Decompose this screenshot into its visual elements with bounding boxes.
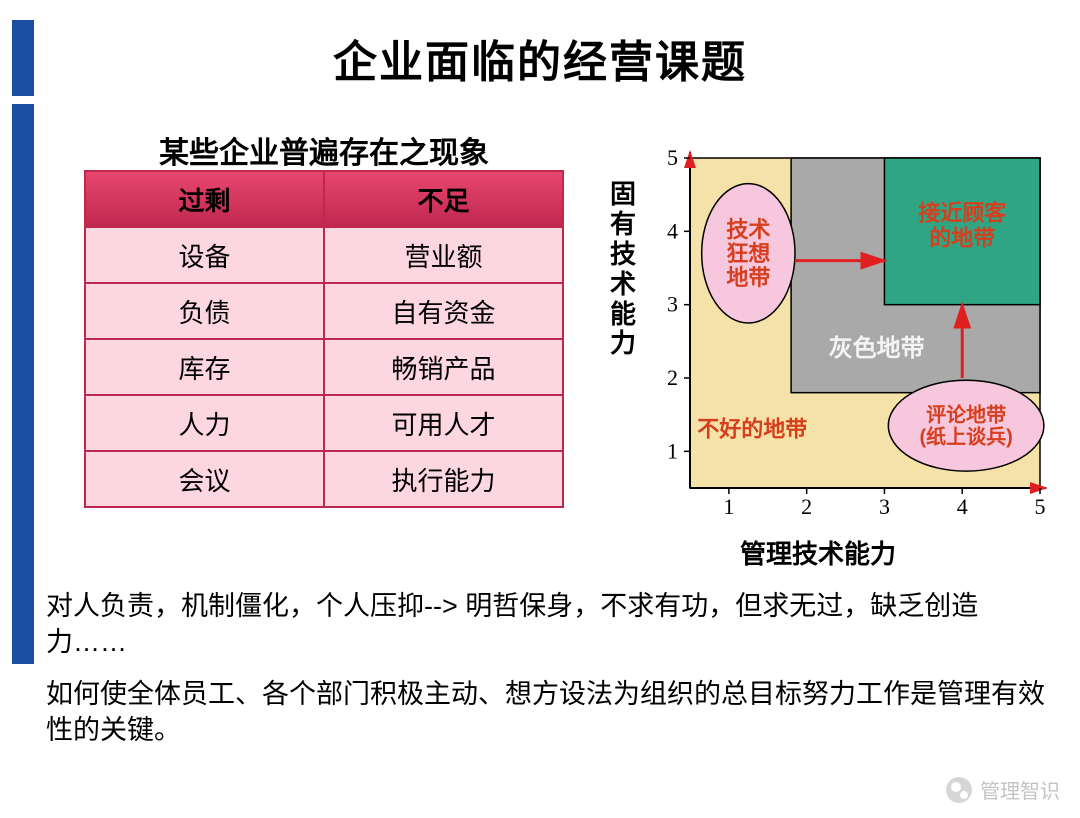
cell: 负债 xyxy=(85,283,324,339)
cell: 畅销产品 xyxy=(324,339,563,395)
svg-text:5: 5 xyxy=(1035,494,1046,519)
svg-text:2: 2 xyxy=(801,494,812,519)
svg-text:不好的地带: 不好的地带 xyxy=(697,417,807,442)
chart-svg: 不好的地带 灰色地带 接近顾客的地带 技术狂想地带评论地带(纸上谈兵) 1 2 3 4 5 1 2 3… xyxy=(650,148,1060,528)
svg-text:地带: 地带 xyxy=(726,265,770,290)
svg-text:技术: 技术 xyxy=(726,217,770,242)
svg-text:(纸上谈兵): (纸上谈兵) xyxy=(919,425,1012,449)
paragraph-2: 如何使全体员工、各个部门积极主动、想方设法为组织的总目标努力工作是管理有效性的关… xyxy=(46,676,1046,749)
accent-bar-bottom xyxy=(12,104,34,664)
svg-text:4: 4 xyxy=(957,494,968,519)
cell: 会议 xyxy=(85,451,324,507)
table-row: 会议 执行能力 xyxy=(85,451,563,507)
page-title: 企业面临的经营课题 xyxy=(0,26,1080,90)
watermark-text: 管理智识 xyxy=(980,775,1060,804)
col-header-shortage: 不足 xyxy=(324,171,563,227)
cell: 营业额 xyxy=(324,227,563,283)
phenomena-table: 过剩 不足 设备 营业额 负债 自有资金 库存 畅销产品 人力 可用人才 会议 … xyxy=(84,170,564,508)
svg-text:灰色地带: 灰色地带 xyxy=(829,334,925,362)
slide: 企业面临的经营课题 某些企业普遍存在之现象 过剩 不足 设备 营业额 负债 自有… xyxy=(0,0,1080,818)
svg-text:4: 4 xyxy=(667,218,678,243)
svg-text:1: 1 xyxy=(667,438,678,463)
svg-text:3: 3 xyxy=(879,494,890,519)
zone-chart: 不好的地带 灰色地带 接近顾客的地带 技术狂想地带评论地带(纸上谈兵) 1 2 3 4 5 1 2 3… xyxy=(650,148,1060,528)
table-title: 某些企业普遍存在之现象 xyxy=(84,128,564,172)
y-axis-label: 固有技术能力 xyxy=(608,180,638,359)
svg-text:狂想: 狂想 xyxy=(726,241,770,266)
cell: 库存 xyxy=(85,339,324,395)
svg-text:5: 5 xyxy=(667,148,678,170)
cell: 设备 xyxy=(85,227,324,283)
paragraph-1: 对人负责，机制僵化，个人压抑--> 明哲保身，不求有功，但求无过，缺乏创造力…… xyxy=(46,588,1046,661)
svg-text:1: 1 xyxy=(723,494,734,519)
table-row: 人力 可用人才 xyxy=(85,395,563,451)
svg-text:2: 2 xyxy=(667,365,678,390)
col-header-excess: 过剩 xyxy=(85,171,324,227)
table-row: 库存 畅销产品 xyxy=(85,339,563,395)
wechat-icon xyxy=(946,777,972,803)
svg-text:3: 3 xyxy=(667,292,678,317)
cell: 自有资金 xyxy=(324,283,563,339)
svg-text:接近顾客: 接近顾客 xyxy=(918,200,1007,225)
table-row: 设备 营业额 xyxy=(85,227,563,283)
table-row: 负债 自有资金 xyxy=(85,283,563,339)
table-header-row: 过剩 不足 xyxy=(85,171,563,227)
watermark: 管理智识 xyxy=(946,775,1060,804)
x-axis-label: 管理技术能力 xyxy=(740,534,896,571)
cell: 执行能力 xyxy=(324,451,563,507)
svg-text:的地带: 的地带 xyxy=(929,226,995,251)
cell: 可用人才 xyxy=(324,395,563,451)
cell: 人力 xyxy=(85,395,324,451)
svg-text:评论地带: 评论地带 xyxy=(926,403,1006,427)
